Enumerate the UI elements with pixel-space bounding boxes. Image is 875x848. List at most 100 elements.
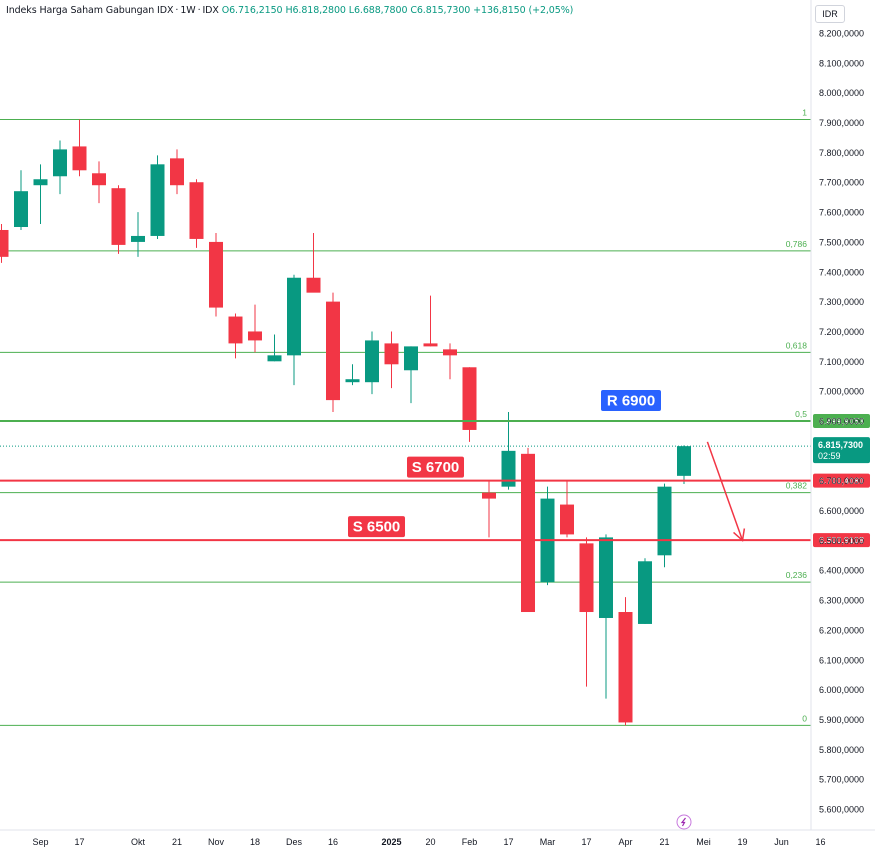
price-tick-label: 7.100,0000	[819, 357, 864, 367]
fib-ratio-label: 0,236	[786, 570, 808, 580]
candle-body[interactable]	[267, 355, 282, 362]
countdown-label: 02:59	[818, 451, 841, 461]
candle-body[interactable]	[579, 543, 594, 613]
time-tick-label: 20	[425, 837, 435, 847]
candle-body[interactable]	[560, 504, 574, 535]
time-tick-label: 21	[659, 837, 669, 847]
candle-body[interactable]	[131, 235, 145, 242]
price-tick-label: 6.600,0000	[819, 506, 864, 516]
fib-ratio-label: 0,786	[786, 239, 808, 249]
candle-body[interactable]	[521, 453, 535, 613]
price-tick-label: 7.600,0000	[819, 208, 864, 218]
price-tick-label: 7.800,0000	[819, 148, 864, 158]
price-tick-label: 7.300,0000	[819, 297, 864, 307]
candle-body[interactable]	[53, 149, 67, 177]
fib-ratio-label: 1	[802, 108, 807, 118]
candle-body[interactable]	[248, 331, 262, 341]
candle-body[interactable]	[423, 343, 438, 347]
price-tick-label: 7.000,0000	[819, 387, 864, 397]
price-tag-label: 6.899,9053	[819, 417, 864, 427]
chart-header: Indeks Harga Saham Gabungan IDX · 1W · IDX O…	[6, 5, 574, 16]
candle-body[interactable]	[345, 379, 360, 383]
fib-ratio-label: 0	[802, 713, 807, 723]
price-tag-label: 6.500,9108	[819, 536, 864, 546]
candle-body[interactable]	[482, 492, 496, 499]
candle-body[interactable]	[306, 277, 321, 293]
candle-body[interactable]	[443, 349, 457, 356]
time-tick-label: 16	[815, 837, 825, 847]
level-label-box	[601, 390, 661, 412]
time-tick-label: Mar	[540, 837, 556, 847]
price-tag-box	[813, 533, 870, 548]
price-tick-label: 5.600,0000	[819, 805, 864, 815]
price-tick-label: 5.800,0000	[819, 745, 864, 755]
candle-body[interactable]	[72, 146, 87, 171]
time-tick-label: Feb	[462, 837, 478, 847]
price-tick-label: 7.500,0000	[819, 237, 864, 247]
candle-body[interactable]	[170, 158, 184, 186]
change-value: +136,8150 (+2,05%)	[473, 5, 574, 16]
candle-body[interactable]	[228, 316, 243, 344]
time-tick-label: Okt	[131, 837, 146, 847]
price-tick-label: 6.500,0000	[819, 536, 864, 546]
candle-body[interactable]	[599, 537, 613, 618]
time-tick-label: Mei	[696, 837, 711, 847]
time-tick-label: Apr	[618, 837, 632, 847]
candle-body[interactable]	[326, 301, 340, 401]
price-tick-label: 6.000,0000	[819, 685, 864, 695]
candle-body[interactable]	[92, 173, 106, 186]
time-tick-label: 17	[581, 837, 591, 847]
last-price-tag-label: 6.815,7300	[818, 440, 863, 450]
price-tick-label: 6.400,0000	[819, 566, 864, 576]
price-tick-label: 7.700,0000	[819, 178, 864, 188]
symbol-title[interactable]: Indeks Harga Saham Gabungan IDX	[6, 5, 174, 16]
currency-label[interactable]: IDR	[815, 5, 845, 23]
price-tick-label: 5.700,0000	[819, 775, 864, 785]
last-price-tag-box	[813, 437, 870, 464]
high-value: H6.818,2800	[285, 5, 346, 16]
event-marker-glyph	[680, 817, 686, 827]
candle-body[interactable]	[657, 486, 672, 556]
open-value: O6.716,2150	[221, 5, 283, 16]
candle-body[interactable]	[501, 450, 516, 487]
time-axis: 9Sep17Okt21Nov18Des16202520Feb17Mar17Apr…	[0, 814, 875, 847]
candle-body[interactable]	[0, 229, 9, 257]
price-tick-label: 7.900,0000	[819, 118, 864, 128]
candle-body[interactable]	[209, 241, 223, 308]
time-tick-label: Jun	[774, 837, 789, 847]
low-value: L6.688,7800	[348, 5, 408, 16]
candle-body[interactable]	[384, 343, 399, 365]
candle-body[interactable]	[404, 346, 418, 371]
candle-body[interactable]	[365, 340, 379, 383]
candle-body[interactable]	[14, 191, 28, 227]
candle-body[interactable]	[111, 188, 126, 245]
projection-arrow-head	[733, 528, 746, 542]
candle-body[interactable]	[33, 179, 48, 186]
candles	[0, 119, 691, 726]
close-value: C6.815,7300	[410, 5, 471, 16]
candle-body[interactable]	[150, 164, 165, 236]
candle-body[interactable]	[189, 182, 204, 239]
candle-body[interactable]	[638, 561, 652, 624]
price-tick-label: 6.300,0000	[819, 596, 864, 606]
price-tag-box	[813, 414, 870, 429]
price-tick-label: 8.000,0000	[819, 88, 864, 98]
candle-body[interactable]	[618, 612, 633, 723]
interval-label[interactable]: 1W	[180, 5, 196, 16]
time-tick-label: 17	[74, 837, 84, 847]
fib-ratio-label: 0,5	[795, 409, 807, 419]
level-label: S 6700	[412, 459, 460, 476]
price-tick-label: 6.700,0000	[819, 476, 864, 486]
price-axis: 6.899,9053 6.700,4080 6.500,9108 8.200,0000…	[810, 0, 870, 830]
time-tick-label: Sep	[32, 837, 48, 847]
projection-arrow-shaft	[706, 441, 744, 541]
level-label: S 6500	[353, 519, 401, 536]
candle-body[interactable]	[462, 367, 477, 430]
price-tick-label: 5.900,0000	[819, 715, 864, 725]
time-tick-label: 19	[737, 837, 747, 847]
candle-body[interactable]	[287, 277, 301, 356]
candle-body[interactable]	[677, 446, 691, 476]
time-tick-label: Des	[286, 837, 303, 847]
exchange-label: IDX	[202, 5, 219, 16]
